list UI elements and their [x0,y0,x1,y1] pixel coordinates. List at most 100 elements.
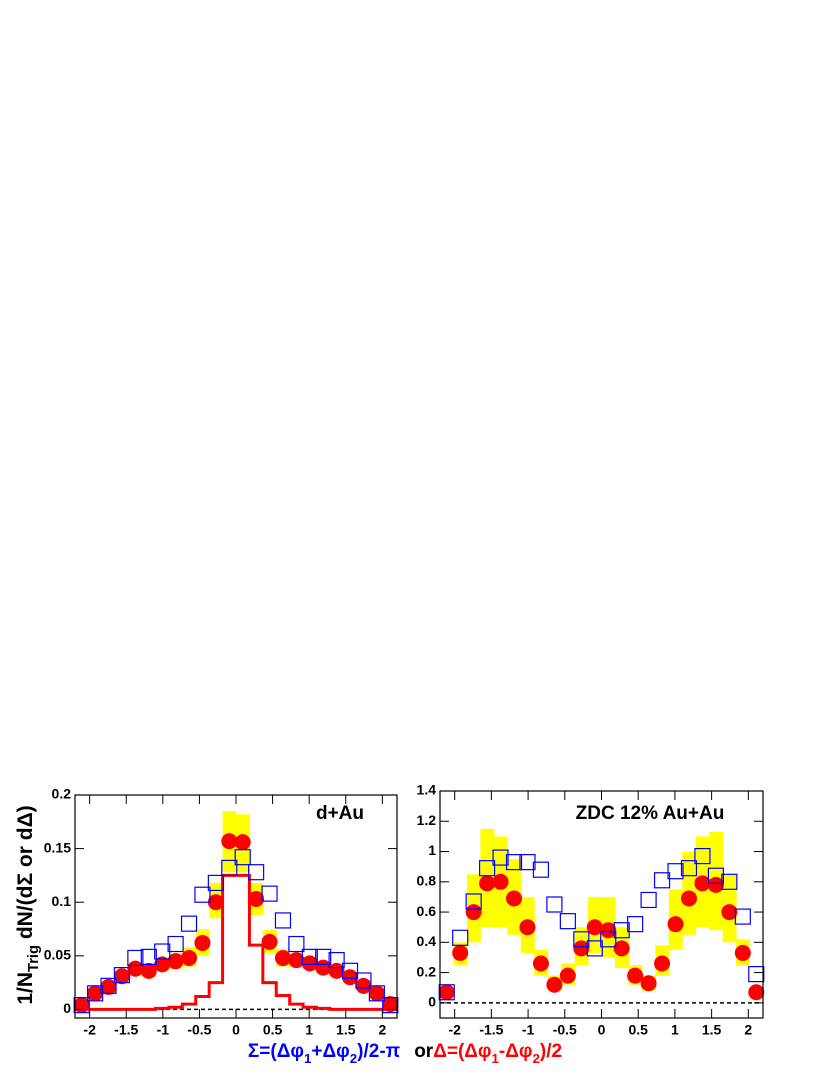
data-point [479,875,496,892]
x-tick-label: -1 [157,1022,170,1038]
data-point [506,890,523,907]
label-part: 1/N [14,972,37,1005]
data-point [613,940,630,957]
y-tick-label: 0 [63,1000,71,1016]
label-part: Δ=(Δφ [433,1041,491,1062]
x-tick-label: -2 [83,1022,96,1038]
data-point [613,922,630,939]
label-part: )/2 [540,1041,562,1062]
data-point [261,933,278,950]
x-tick-label: 1 [671,1022,679,1038]
data-point [546,896,563,913]
data-point [140,948,157,965]
data-point [600,931,617,948]
step-line [75,873,397,1011]
data-point [653,872,671,889]
data-point [382,996,399,1013]
data-point [519,854,536,871]
subscript: 2 [533,1051,540,1066]
y-tick-label: 1 [428,842,436,858]
data-point [274,912,292,929]
x-tick-label: -1.5 [479,1022,503,1038]
data-point [274,949,291,966]
data-point [355,977,372,994]
y-tick-label: 1.4 [417,782,437,798]
data-point [532,861,550,878]
data-point [315,959,332,976]
data-point [734,944,751,961]
data-point [546,976,563,993]
data-point [341,962,359,979]
data-point [113,967,131,984]
data-point [194,934,211,951]
data-point [100,977,117,994]
data-point [328,962,345,979]
y-tick-label: 1.2 [417,812,437,828]
x-tick-label: 2 [378,1022,386,1038]
panel-title: ZDC 12% Au+Au [576,803,725,824]
data-point [315,948,332,965]
data-point [288,952,305,969]
data-point [505,854,523,871]
data-point [734,908,751,925]
y-tick-label: 0 [428,994,436,1010]
x-tick-label: 2 [744,1022,752,1038]
label-part: or [414,1041,434,1062]
x-tick-label: -1 [522,1022,535,1038]
data-point [301,948,318,965]
data-point [559,967,576,984]
data-point [721,904,738,921]
y-tick-label: 0.8 [417,873,437,889]
data-point [532,955,549,972]
data-point [234,834,251,851]
data-point [368,985,385,1002]
x-axis-label: Σ=(Δφ1+Δφ2)/2-π orΔ=(Δφ1-Δφ2)/2 [248,1041,562,1066]
subscript: 2 [350,1051,357,1066]
data-point [113,968,130,985]
data-point [207,874,224,892]
label-part: -Δφ [499,1041,533,1062]
y-tick-label: 0.4 [417,933,437,949]
data-point [221,833,238,850]
x-tick-label: 1.5 [336,1022,356,1038]
data-point [465,904,482,921]
data-point [167,953,184,970]
data-point [154,956,171,973]
x-tick-label: -0.5 [553,1022,577,1038]
data-point [573,940,590,957]
data-point [368,985,385,1002]
data-point [452,929,469,946]
y-tick-label: 0.05 [44,947,71,963]
data-point [438,984,455,1001]
x-tick-label: 0.5 [628,1022,648,1038]
y-tick-label: 0.2 [52,786,72,802]
data-point [248,864,265,881]
data-point [479,860,496,877]
data-point [559,913,576,930]
data-point [680,890,697,907]
data-point [234,849,251,866]
subscript: Trig [26,945,42,972]
x-tick-label: -1.5 [114,1022,138,1038]
data-point [100,978,117,995]
x-tick-label: -2 [448,1022,461,1038]
data-point [707,876,724,893]
data-point [640,891,657,909]
data-point [573,931,590,948]
data-point [748,966,765,983]
data-point [328,952,345,969]
data-point [627,916,644,933]
data-point [180,915,198,932]
data-point [465,893,482,910]
data-point [707,867,724,884]
panel-title: d+Au [316,803,364,824]
label-part: )/2-π [357,1041,401,1062]
data-point [87,985,104,1002]
data-point [680,860,698,877]
subscript: 1 [492,1051,500,1066]
data-point [694,847,711,865]
data-point [667,916,684,933]
data-point [627,967,644,984]
data-point [586,940,603,957]
